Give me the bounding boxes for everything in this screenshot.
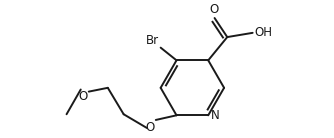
Text: O: O: [209, 3, 218, 16]
Text: O: O: [78, 90, 88, 103]
Text: Br: Br: [145, 34, 159, 47]
Text: O: O: [146, 121, 155, 134]
Text: N: N: [211, 109, 219, 122]
Text: OH: OH: [254, 26, 272, 39]
